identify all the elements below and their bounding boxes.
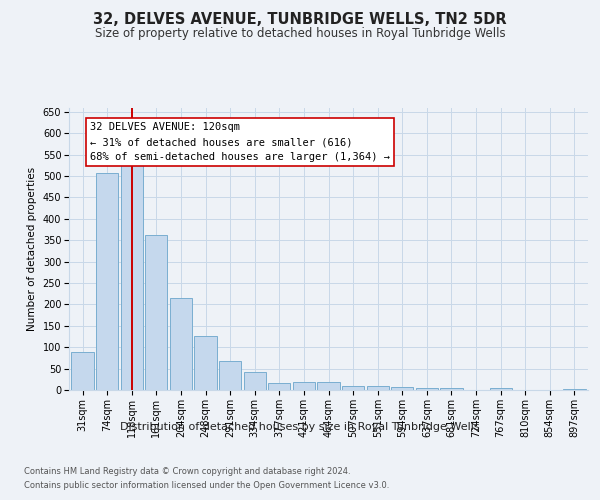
Bar	[440, 388, 463, 390]
Bar	[71, 352, 94, 390]
Bar	[96, 174, 118, 390]
Bar	[490, 388, 512, 390]
Bar	[342, 386, 364, 390]
Bar	[317, 382, 340, 390]
Text: Size of property relative to detached houses in Royal Tunbridge Wells: Size of property relative to detached ho…	[95, 28, 505, 40]
Bar	[268, 383, 290, 390]
Text: 32 DELVES AVENUE: 120sqm
← 31% of detached houses are smaller (616)
68% of semi-: 32 DELVES AVENUE: 120sqm ← 31% of detach…	[90, 122, 390, 162]
Bar	[416, 388, 438, 390]
Bar	[145, 234, 167, 390]
Text: 32, DELVES AVENUE, TUNBRIDGE WELLS, TN2 5DR: 32, DELVES AVENUE, TUNBRIDGE WELLS, TN2 …	[93, 12, 507, 28]
Bar	[170, 298, 192, 390]
Bar	[244, 372, 266, 390]
Bar	[219, 361, 241, 390]
Y-axis label: Number of detached properties: Number of detached properties	[27, 166, 37, 331]
Bar	[121, 164, 143, 390]
Text: Contains HM Land Registry data © Crown copyright and database right 2024.: Contains HM Land Registry data © Crown c…	[24, 468, 350, 476]
Bar	[194, 336, 217, 390]
Bar	[391, 386, 413, 390]
Bar	[563, 388, 586, 390]
Bar	[367, 386, 389, 390]
Text: Contains public sector information licensed under the Open Government Licence v3: Contains public sector information licen…	[24, 481, 389, 490]
Bar	[293, 382, 315, 390]
Text: Distribution of detached houses by size in Royal Tunbridge Wells: Distribution of detached houses by size …	[120, 422, 480, 432]
